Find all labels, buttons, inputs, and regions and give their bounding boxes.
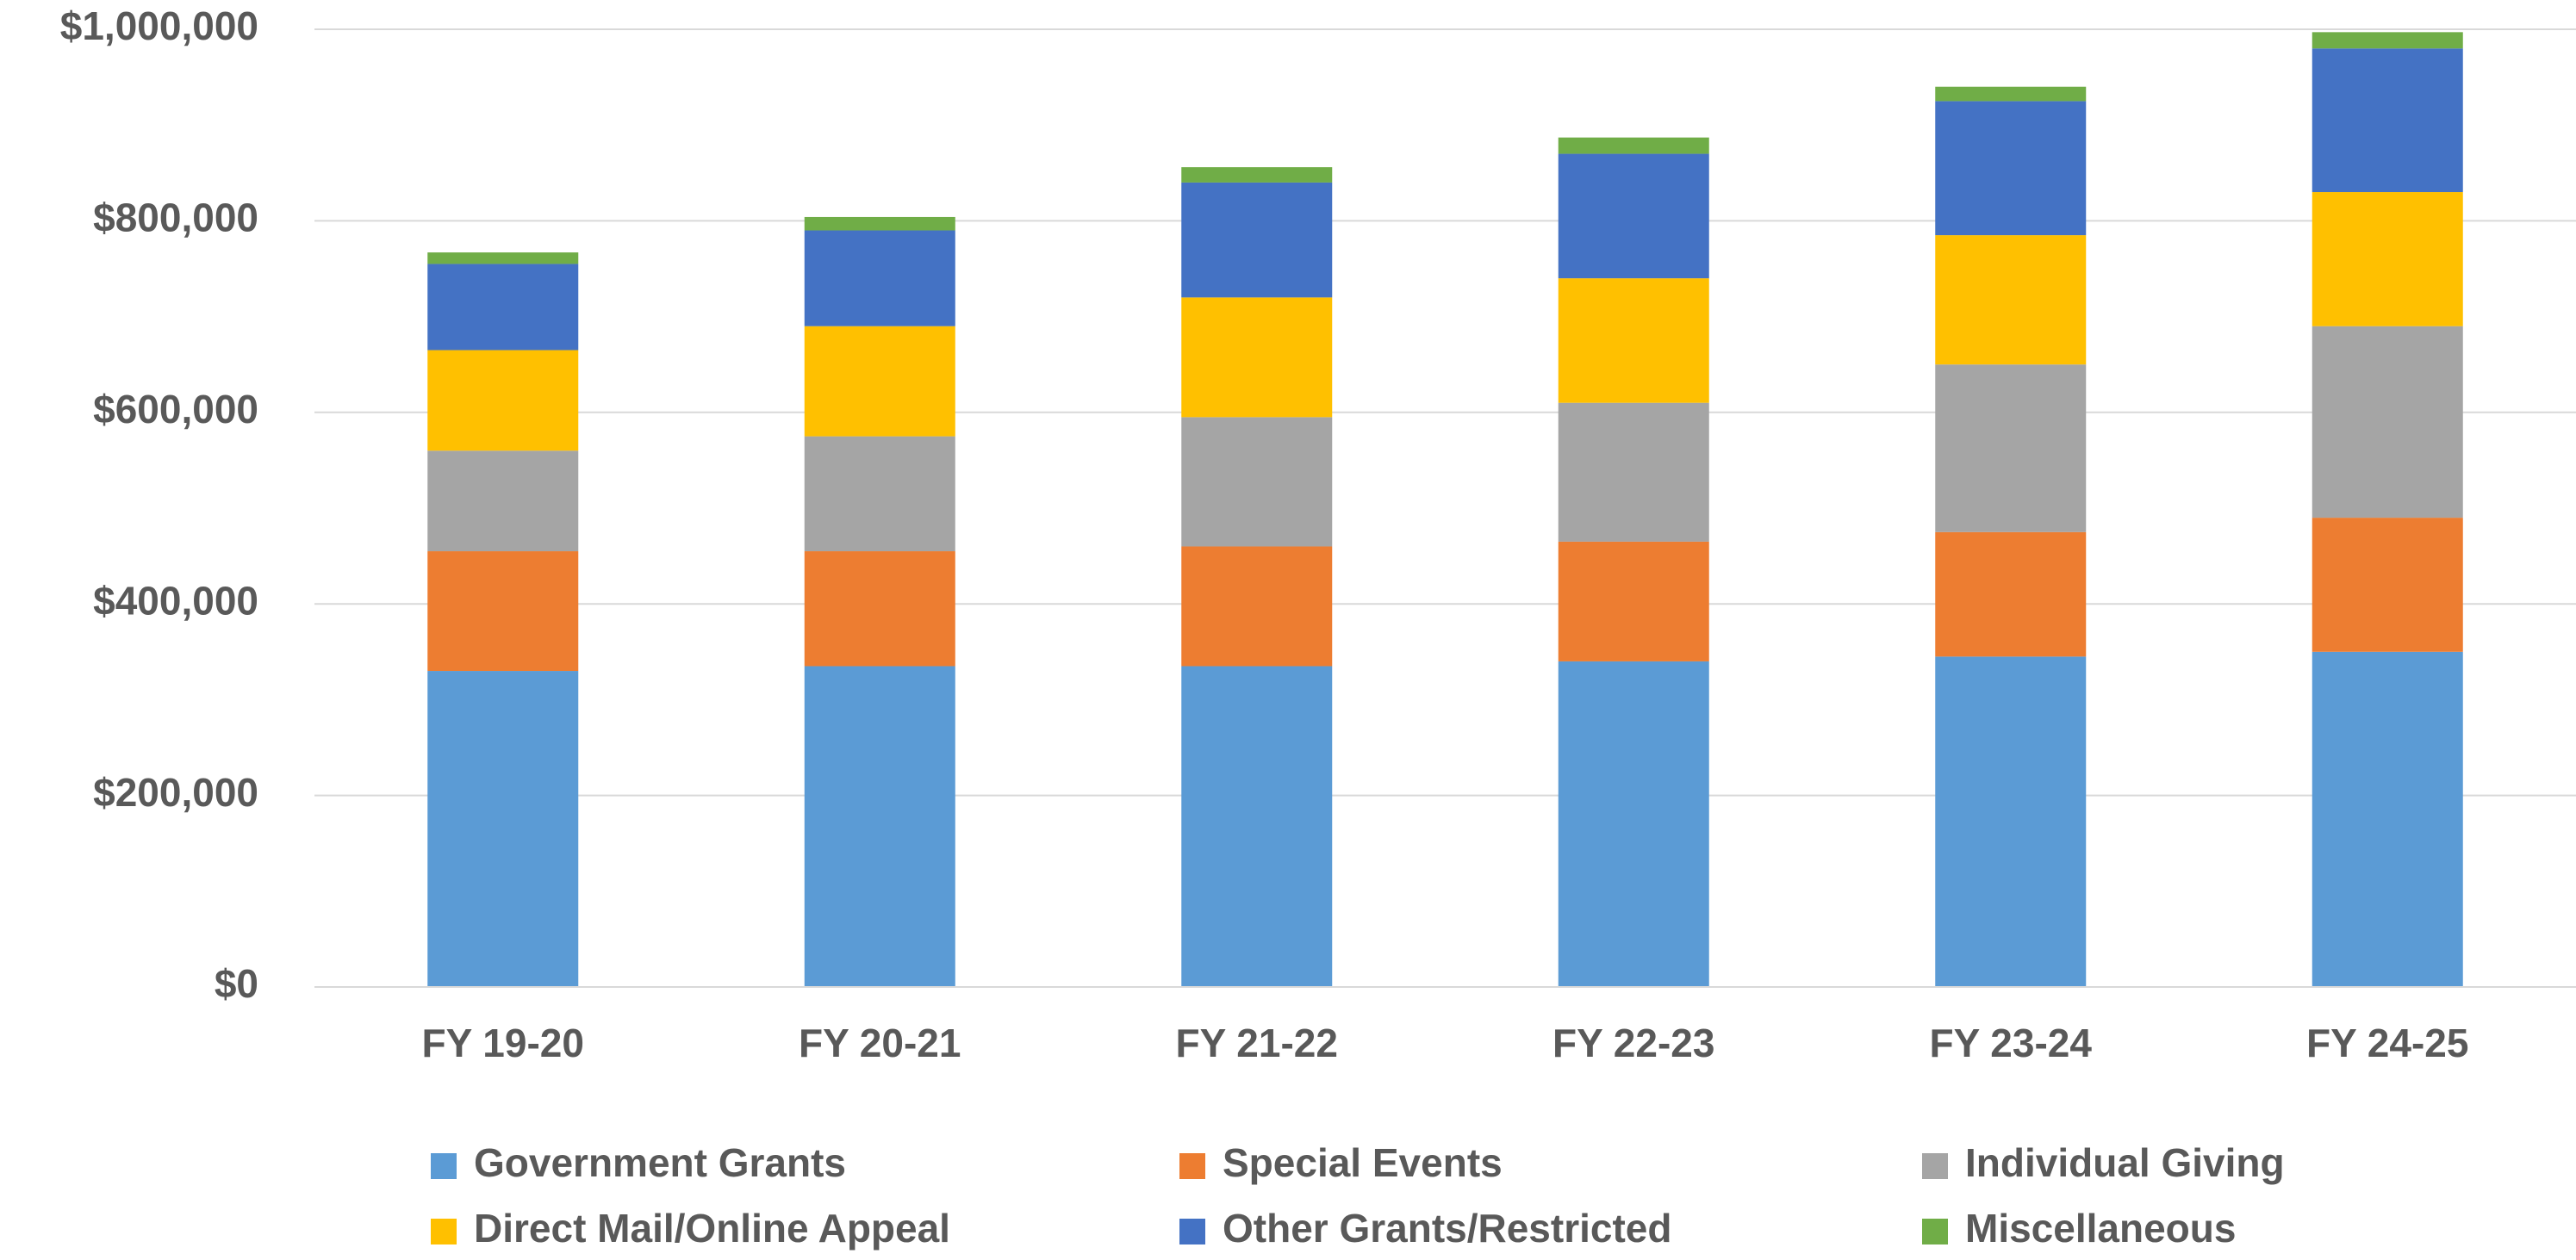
bar-segment <box>1935 364 2087 532</box>
bar-segment <box>427 264 579 351</box>
bar-segment <box>1935 656 2087 987</box>
legend-swatch <box>1179 1153 1205 1179</box>
bar-segment <box>427 252 579 264</box>
bar-segment <box>1935 531 2087 657</box>
bar-segment <box>1558 153 1709 279</box>
bar-segment <box>1558 402 1709 542</box>
bar-segment <box>2312 192 2463 326</box>
legend-swatch <box>1922 1153 1948 1179</box>
bar-segment <box>427 450 579 552</box>
bar-segment <box>427 350 579 451</box>
bar-segment <box>1558 541 1709 661</box>
bar-segment <box>804 230 955 326</box>
y-tick-label: $600,000 <box>93 387 258 431</box>
bar-segment <box>427 551 579 672</box>
bar-segment <box>1935 101 2087 236</box>
legend-label: Special Events <box>1223 1140 1503 1185</box>
legend-label: Direct Mail/Online Appeal <box>474 1206 950 1251</box>
legend-swatch <box>431 1219 457 1244</box>
x-tick-label: FY 20-21 <box>799 1021 961 1065</box>
bar-segment <box>2312 326 2463 518</box>
bar-segment <box>804 551 955 667</box>
bar-segment <box>804 326 955 437</box>
bar-segment <box>1558 661 1709 987</box>
legend-label: Other Grants/Restricted <box>1223 1206 1671 1251</box>
x-tick-label: FY 22-23 <box>1552 1021 1714 1065</box>
x-tick-label: FY 24-25 <box>2306 1021 2468 1065</box>
y-tick-label: $800,000 <box>93 196 258 240</box>
bar-segment <box>2312 651 2463 987</box>
legend-label: Miscellaneous <box>1965 1206 2236 1251</box>
y-tick-label: $0 <box>215 961 258 1006</box>
x-tick-label: FY 21-22 <box>1176 1021 1338 1065</box>
bar-segment <box>1181 546 1333 667</box>
bar-segment <box>1558 278 1709 403</box>
bar-segment <box>804 436 955 552</box>
y-tick-label: $400,000 <box>93 578 258 623</box>
bar-segment <box>1181 417 1333 547</box>
bar-segment <box>1181 297 1333 418</box>
bar-segment <box>1181 182 1333 298</box>
y-tick-label: $1,000,000 <box>60 3 258 48</box>
bar-segment <box>2312 48 2463 193</box>
x-tick-label: FY 23-24 <box>1930 1021 2093 1065</box>
bar-segment <box>427 671 579 987</box>
bar-segment <box>1935 235 2087 365</box>
bar-segment <box>2312 32 2463 49</box>
legend-swatch <box>431 1153 457 1179</box>
bar-segment <box>804 666 955 987</box>
bar-segment <box>804 216 955 231</box>
x-tick-label: FY 19-20 <box>422 1021 584 1065</box>
legend-swatch <box>1179 1219 1205 1244</box>
legend-swatch <box>1922 1219 1948 1244</box>
bar-segment <box>2312 518 2463 652</box>
legend-label: Individual Giving <box>1965 1140 2285 1185</box>
bar-segment <box>1558 137 1709 154</box>
bar-segment <box>1181 167 1333 183</box>
legend-label: Government Grants <box>474 1140 846 1185</box>
bar-segment <box>1935 86 2087 102</box>
y-tick-label: $200,000 <box>93 770 258 815</box>
bar-segment <box>1181 666 1333 987</box>
